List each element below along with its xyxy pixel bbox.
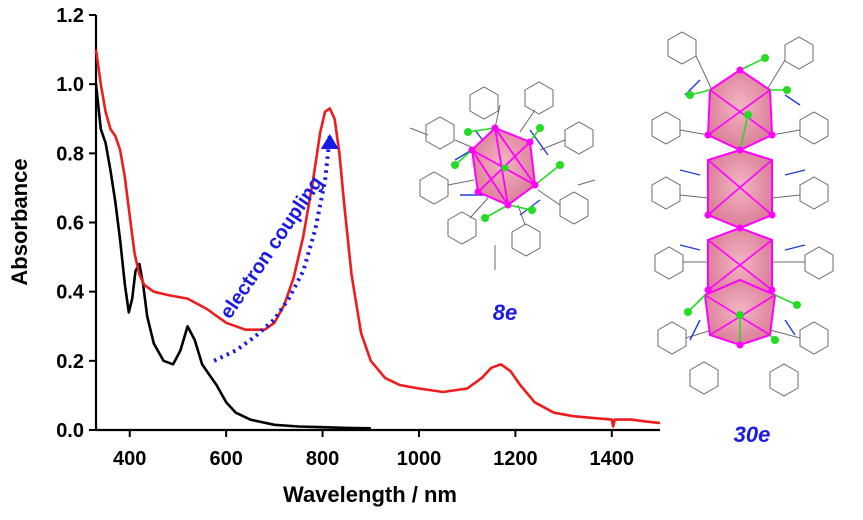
cluster-30e-core [703, 68, 777, 347]
series-line-0 [94, 84, 371, 430]
x-axis-title: Wavelength / nm [283, 482, 457, 507]
x-tick-label: 1000 [397, 448, 442, 470]
y-tick-label: 1.2 [56, 5, 84, 27]
label-8e: 8e [493, 300, 517, 325]
cluster-8e-atoms [451, 124, 564, 222]
x-tick-label: 600 [209, 448, 242, 470]
cluster-8e-illustration [409, 81, 596, 270]
cluster-30e-green-bonds [687, 57, 798, 345]
y-tick-label: 0.0 [56, 420, 84, 442]
data-series [94, 49, 661, 430]
y-tick-label: 1.0 [56, 74, 84, 96]
cluster-30e-metal-bonds [704, 89, 776, 336]
arrow-head [320, 134, 339, 150]
series-line-1 [94, 49, 661, 428]
label-30e: 30e [734, 422, 771, 447]
y-tick-label: 0.2 [56, 351, 84, 373]
cluster-30e-ligands [651, 31, 834, 397]
y-tick-label: 0.4 [56, 282, 85, 304]
y-tick-label: 0.6 [56, 213, 84, 235]
x-tick-label: 400 [113, 448, 146, 470]
cluster-30e-atoms [684, 54, 801, 349]
axis-ticks: 400 600 800 1000 1200 1400 0.0 0.2 0.4 0.6 0.8 1.0 1… [56, 5, 634, 470]
y-tick-label: 0.8 [56, 143, 84, 165]
x-tick-label: 800 [306, 448, 339, 470]
y-axis-title: Absorbance [7, 158, 32, 285]
electron-coupling-arrow [213, 135, 332, 363]
x-tick-label: 1400 [590, 448, 635, 470]
x-tick-label: 1200 [493, 448, 538, 470]
cluster-30e-illustration [651, 31, 834, 397]
